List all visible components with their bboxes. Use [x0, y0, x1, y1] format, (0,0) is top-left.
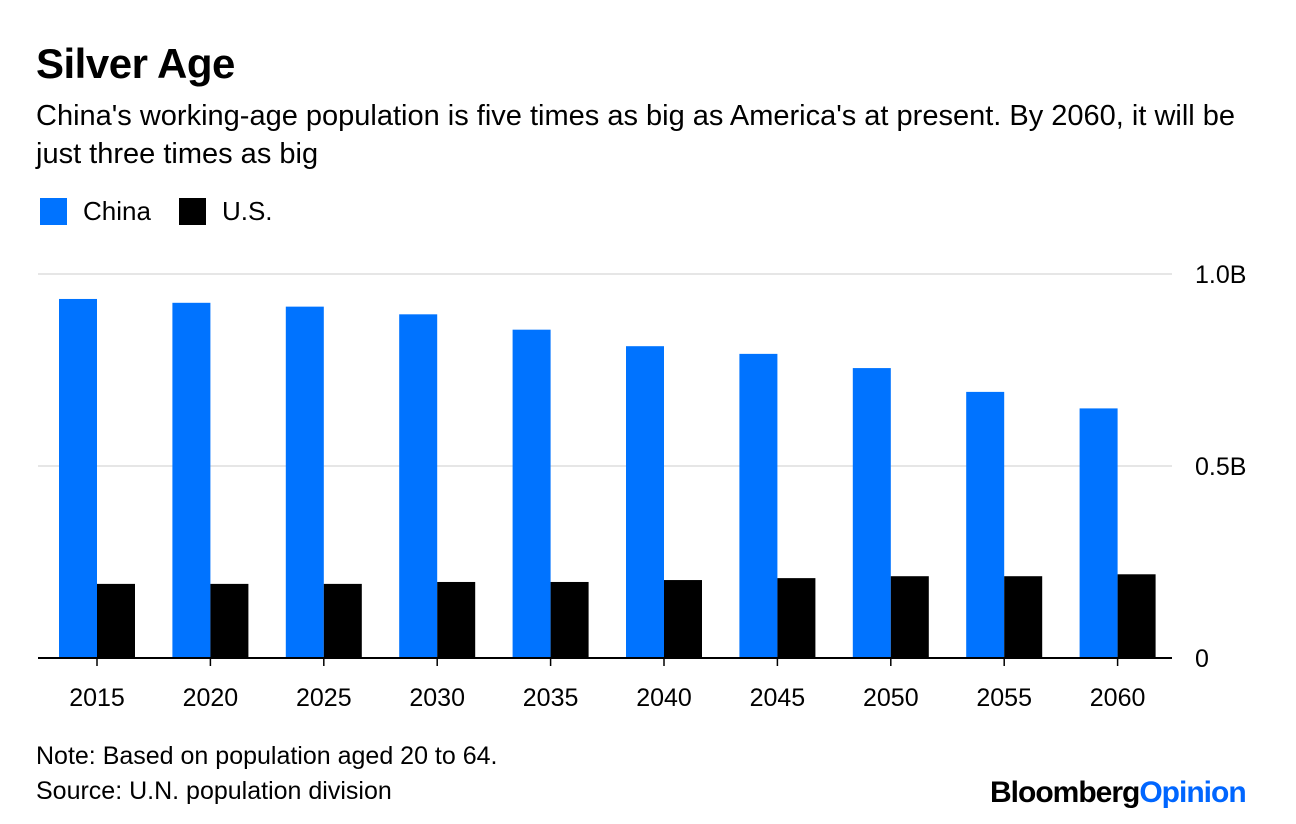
x-tick-label: 2045: [750, 684, 806, 710]
bar-us: [437, 581, 476, 658]
bar-china: [852, 368, 891, 658]
bar-us: [1004, 576, 1043, 658]
brand-logo-part2: Opinion: [1139, 776, 1246, 809]
brand-logo-part1: Bloomberg: [990, 776, 1140, 809]
x-tick-label: 2015: [69, 684, 125, 710]
x-tick-label: 2020: [183, 684, 239, 710]
bar-china: [59, 298, 97, 658]
bar-us: [1117, 574, 1156, 658]
bar-us: [890, 576, 929, 658]
y-tick-label: 1.0B: [1195, 261, 1246, 289]
chart-title: Silver Age: [36, 40, 235, 87]
bar-us: [210, 583, 249, 658]
bar-china: [739, 353, 778, 658]
bar-china: [966, 391, 1005, 658]
bar-china: [172, 302, 211, 658]
legend-swatch-china: [40, 198, 67, 225]
x-tick-label: 2055: [976, 684, 1032, 710]
y-tick-label: 0.5B: [1195, 453, 1246, 481]
legend-label-china: China: [83, 196, 151, 226]
bar-us: [97, 583, 135, 658]
x-tick-label: 2060: [1090, 684, 1146, 710]
x-tick-label: 2040: [636, 684, 692, 710]
legend: China U.S.: [40, 196, 301, 227]
chart-source: Source: U.N. population division: [36, 777, 392, 805]
x-tick-label: 2030: [409, 684, 465, 710]
bar-us: [550, 581, 589, 658]
bar-china: [1079, 408, 1118, 658]
x-tick-label: 2035: [523, 684, 579, 710]
bar-us: [777, 578, 816, 658]
y-tick-label: 0: [1195, 645, 1209, 673]
chart-subtitle: China's working-age population is five t…: [36, 100, 1236, 170]
bar-china: [285, 306, 324, 658]
chart-note: Note: Based on population aged 20 to 64.: [36, 742, 498, 770]
bar-chart: 0 0.5B 1.0B 2015 2020 2025 2030 2035 2040 2045 205…: [38, 261, 1246, 710]
bar-us: [664, 580, 702, 658]
legend-swatch-us: [178, 198, 206, 225]
legend-item-us: U.S.: [178, 196, 273, 227]
x-tick-label: 2025: [296, 684, 352, 710]
x-tick-label: 2050: [863, 684, 919, 710]
legend-label-us: U.S.: [221, 196, 273, 226]
bar-china: [512, 329, 551, 658]
brand-logo: BloombergOpinion: [990, 776, 1247, 810]
bar-china: [399, 314, 438, 658]
bar-us: [323, 583, 362, 658]
legend-item-china: China: [40, 196, 151, 227]
bar-china: [626, 346, 664, 658]
